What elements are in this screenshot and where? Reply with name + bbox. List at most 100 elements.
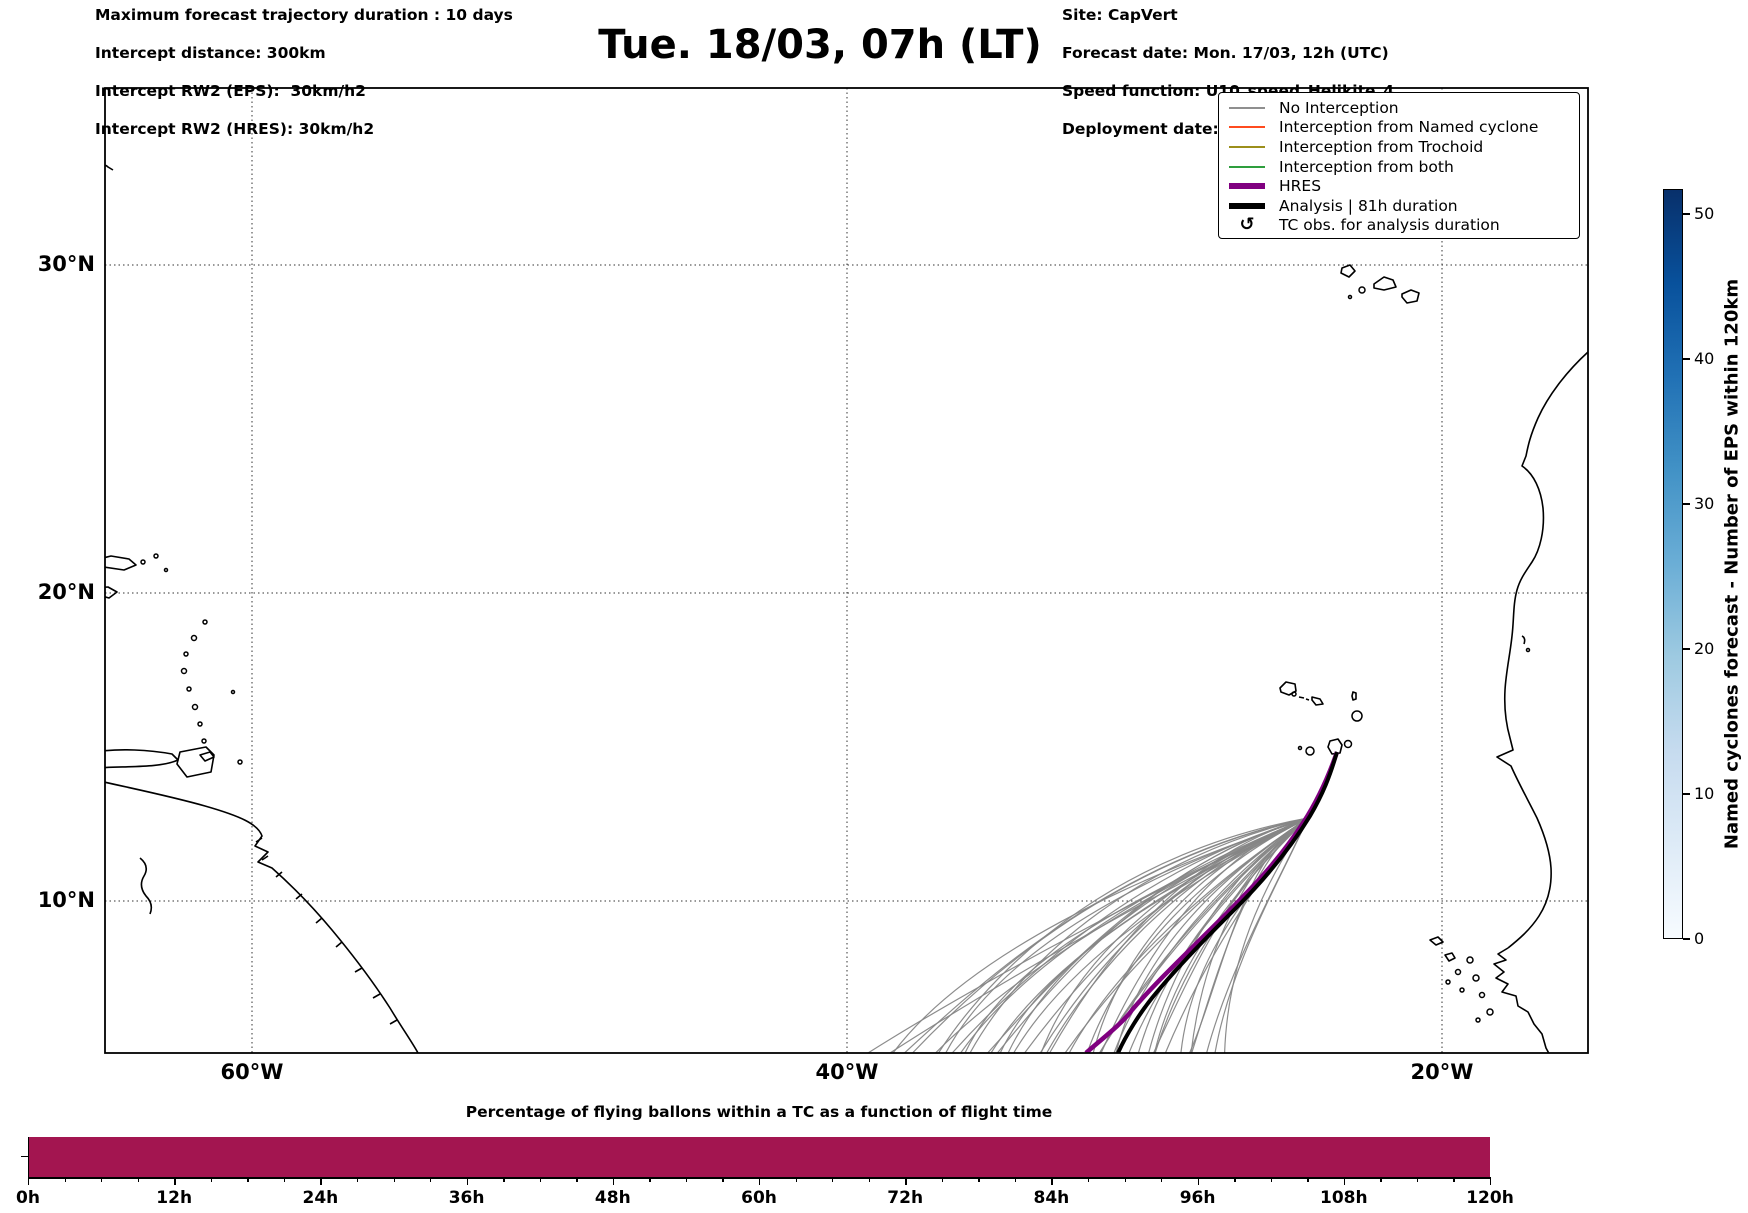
island xyxy=(1478,991,1486,999)
colorbar-tick xyxy=(1683,938,1690,940)
coastline xyxy=(176,746,215,778)
colorbar-tick xyxy=(1683,793,1690,795)
balloon-percentage-bar xyxy=(28,1137,1490,1177)
legend-line xyxy=(1229,145,1265,148)
x-minor-tick xyxy=(941,1177,944,1182)
x-minor-tick xyxy=(1014,1177,1017,1182)
legend-item: Interception from Trochoid xyxy=(1229,137,1579,157)
header-info-left: Maximum forecast trajectory duration : 1… xyxy=(95,6,513,139)
map-frame xyxy=(104,87,1589,1054)
info-left-line: Intercept RW2 (EPS): 30km/h2 xyxy=(95,82,366,100)
legend-item: Interception from Named cyclone xyxy=(1229,118,1579,138)
coastline xyxy=(1351,691,1357,701)
island xyxy=(1358,286,1366,294)
info-left-line: Maximum forecast trajectory duration : 1… xyxy=(95,6,513,24)
lat-label: 10°N xyxy=(37,888,95,912)
x-tick-label: 48h xyxy=(594,1188,631,1208)
island xyxy=(1486,1008,1494,1016)
x-minor-tick xyxy=(1124,1177,1126,1182)
x-minor-tick xyxy=(1234,1177,1236,1182)
x-minor-tick xyxy=(868,1177,871,1182)
legend-item: HRES xyxy=(1229,176,1579,196)
x-minor-tick xyxy=(576,1177,578,1182)
x-tick-label: 96h xyxy=(1179,1188,1216,1208)
trajectory-eps-member xyxy=(1115,751,1338,1053)
legend-item: Interception from both xyxy=(1229,157,1579,177)
legend-line xyxy=(1229,183,1265,190)
coastline xyxy=(105,781,419,1053)
info-left-line: Intercept RW2 (HRES): 30km/h2 xyxy=(95,120,375,138)
trajectory-analysis xyxy=(1116,751,1339,1053)
legend-item: No Interception xyxy=(1229,98,1579,118)
x-tick-label: 84h xyxy=(1033,1188,1070,1208)
island xyxy=(202,619,208,625)
bottom-left-spine xyxy=(28,1137,30,1177)
trajectory-eps-member xyxy=(1164,751,1338,1053)
trajectory-eps-member xyxy=(1190,751,1338,1053)
x-major-tick xyxy=(1343,1177,1346,1185)
x-minor-tick xyxy=(1453,1177,1455,1182)
island xyxy=(1343,739,1353,749)
trajectory-eps-member xyxy=(1064,751,1338,1053)
coastline xyxy=(1327,738,1343,755)
x-major-tick xyxy=(1490,1177,1492,1185)
x-minor-tick xyxy=(1380,1177,1382,1182)
x-minor-tick xyxy=(393,1177,395,1182)
x-major-tick xyxy=(1197,1177,1199,1185)
lat-label: 20°N xyxy=(37,580,95,604)
island xyxy=(201,738,207,744)
legend-line xyxy=(1229,165,1265,168)
x-major-tick xyxy=(320,1177,322,1185)
x-minor-tick xyxy=(1161,1177,1163,1182)
map-contents xyxy=(105,88,1588,1053)
trajectory-eps-member xyxy=(1039,751,1338,1053)
x-minor-tick xyxy=(283,1177,286,1182)
legend-item-label: Interception from both xyxy=(1279,157,1454,176)
island xyxy=(197,721,203,727)
island xyxy=(1351,710,1363,722)
legend-item-label: HRES xyxy=(1279,177,1322,196)
x-major-tick xyxy=(759,1177,761,1185)
legend-item-label: Analysis | 81h duration xyxy=(1279,196,1458,215)
x-tick-label: 0h xyxy=(16,1188,40,1208)
colorbar-tick-label: 0 xyxy=(1694,929,1705,948)
coastline xyxy=(1279,681,1297,696)
island xyxy=(1466,956,1474,964)
tc-obs-icon: ↺ xyxy=(1229,216,1265,234)
island xyxy=(1472,974,1480,982)
legend-line-swatch xyxy=(1229,145,1265,148)
legend-line-swatch xyxy=(1229,165,1265,168)
island xyxy=(183,651,189,657)
x-major-tick xyxy=(1051,1177,1053,1185)
x-tick-label: 72h xyxy=(887,1188,924,1208)
legend-line xyxy=(1229,106,1265,109)
island xyxy=(1454,968,1462,976)
x-minor-tick xyxy=(247,1177,249,1182)
trajectory-eps-member xyxy=(1040,751,1338,1053)
info-right-line: Forecast date: Mon. 17/03, 12h (UTC) xyxy=(1062,44,1389,62)
coastline xyxy=(1373,276,1397,291)
coastline xyxy=(255,837,398,1025)
island xyxy=(191,703,199,711)
x-major-tick xyxy=(612,1177,615,1185)
lat-label: 30°N xyxy=(37,252,95,276)
x-minor-tick xyxy=(539,1177,542,1182)
island xyxy=(1291,691,1297,697)
x-minor-tick xyxy=(356,1177,359,1182)
island xyxy=(1297,745,1303,751)
map-legend: No Interception Interception from Named c… xyxy=(1218,92,1580,239)
x-minor-tick xyxy=(1307,1177,1309,1182)
island xyxy=(1305,746,1315,756)
trajectory-eps-member xyxy=(892,751,1338,1053)
x-tick-label: 60h xyxy=(741,1188,777,1208)
trajectory-hres xyxy=(1084,751,1340,1053)
x-minor-tick xyxy=(137,1177,140,1182)
bottom-y-tick xyxy=(21,1156,28,1158)
island xyxy=(1475,1017,1481,1023)
island xyxy=(163,567,169,573)
lon-label: 60°W xyxy=(220,1060,284,1084)
island xyxy=(180,667,188,675)
lon-label: 40°W xyxy=(815,1060,879,1084)
x-minor-tick xyxy=(1416,1177,1419,1182)
legend-item-label: TC obs. for analysis duration xyxy=(1279,216,1500,235)
